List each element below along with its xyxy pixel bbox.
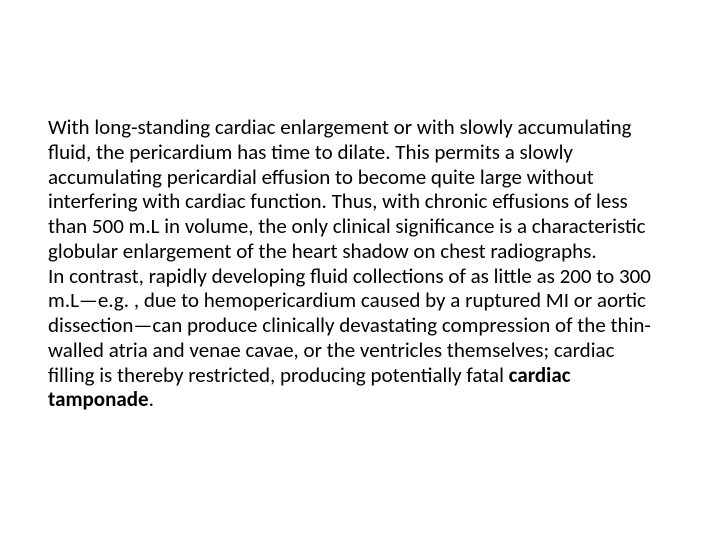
slide-body-text: With long-standing cardiac enlargement o… xyxy=(48,115,663,412)
paragraph-2: In contrast, rapidly developing fluid co… xyxy=(48,264,663,413)
paragraph-1: With long-standing cardiac enlargement o… xyxy=(48,115,663,264)
paragraph-2-suffix: . xyxy=(149,386,154,412)
slide: With long-standing cardiac enlargement o… xyxy=(0,0,720,540)
